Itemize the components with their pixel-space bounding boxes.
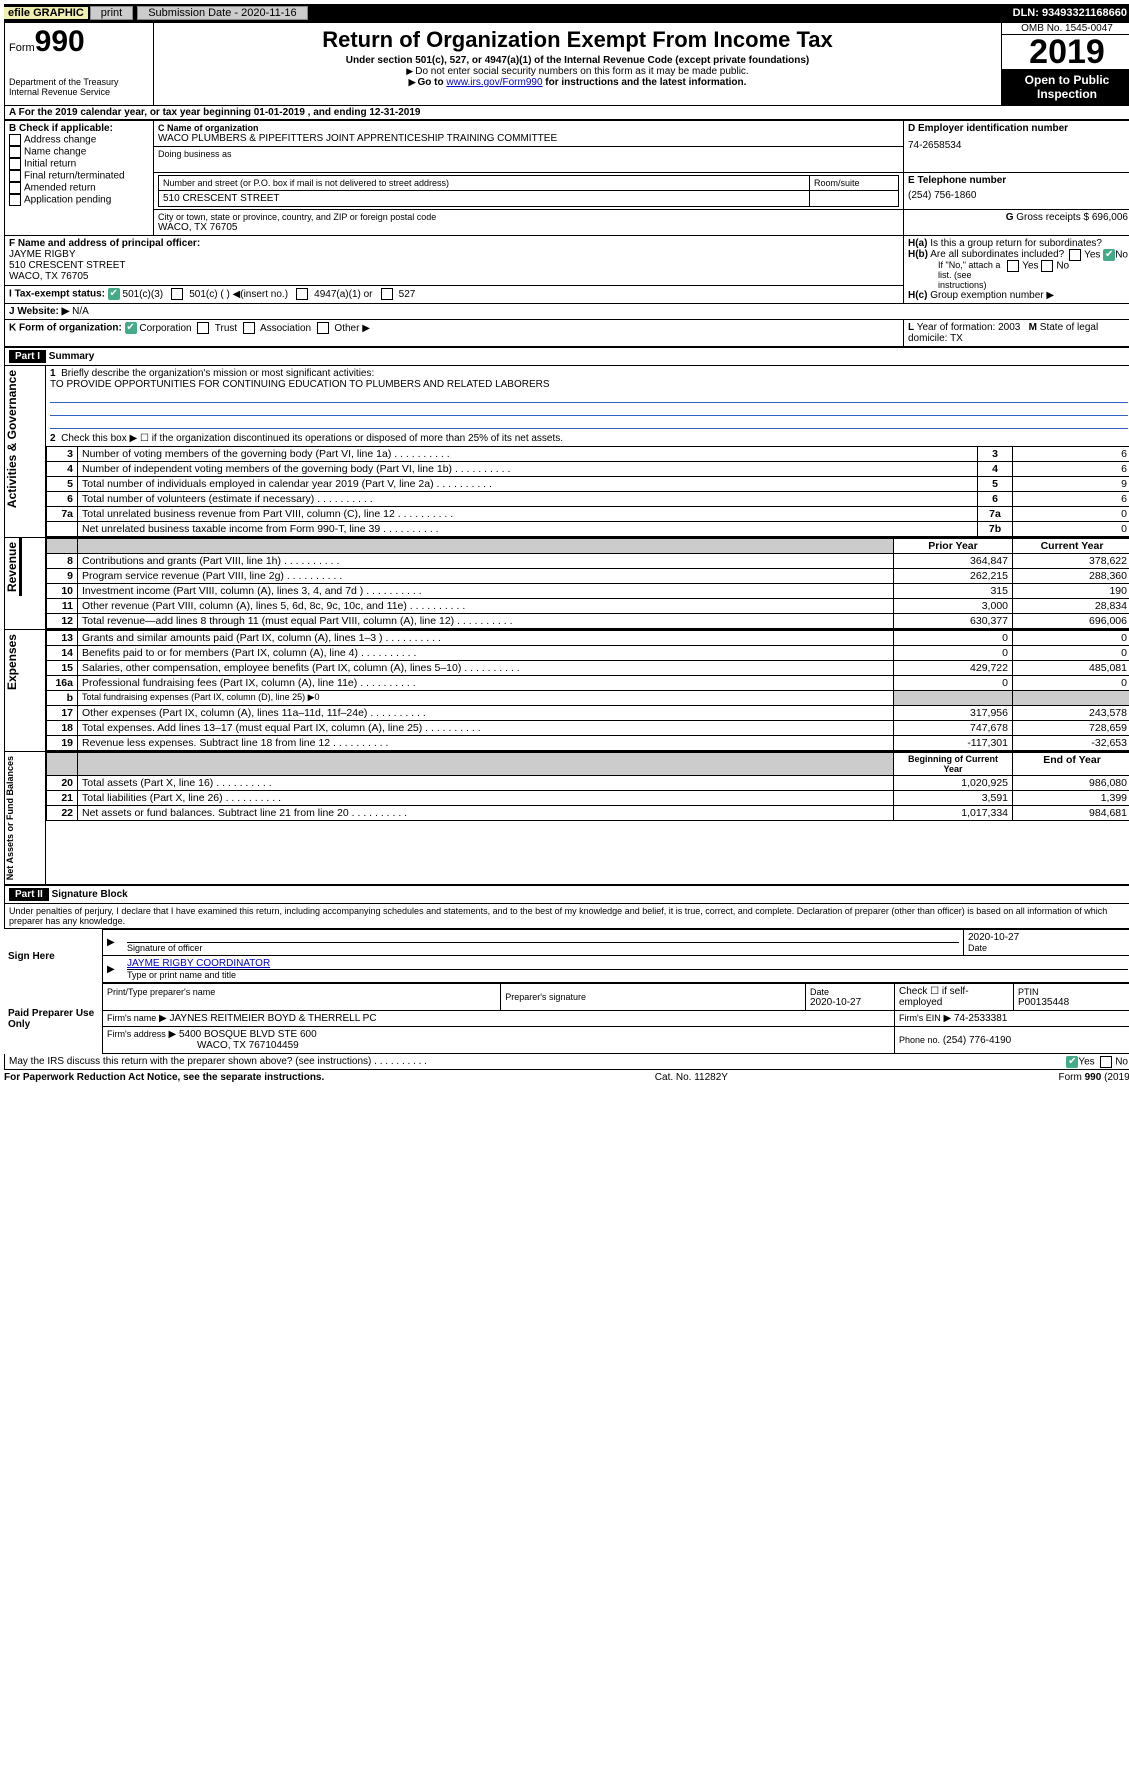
checkbox-address-change[interactable]: Address change (9, 134, 149, 146)
submission-date: Submission Date - 2020-11-16 (137, 6, 307, 20)
ein: 74-2658534 (908, 140, 1128, 151)
line-14: 14Benefits paid to or for members (Part … (47, 646, 1129, 661)
tax-status-1[interactable]: 501(c) ( ) ◀(insert no.) (171, 289, 296, 300)
checkbox-application-pending[interactable]: Application pending (9, 194, 149, 206)
line-10: 10Investment income (Part VIII, column (… (47, 584, 1129, 599)
line-a: A For the 2019 calendar year, or tax yea… (4, 106, 1129, 120)
mission: TO PROVIDE OPPORTUNITIES FOR CONTINUING … (50, 379, 1128, 390)
line-16a: 16aProfessional fundraising fees (Part I… (47, 676, 1129, 691)
line-21: 21Total liabilities (Part X, line 26)3,5… (47, 791, 1129, 806)
checkbox-name-change[interactable]: Name change (9, 146, 149, 158)
line-4: 4Number of independent voting members of… (47, 462, 1129, 477)
print-button[interactable]: print (90, 6, 133, 20)
part-i: Part I Summary Activities & Governance 1… (4, 347, 1129, 885)
website: N/A (72, 306, 89, 317)
line-5: 5Total number of individuals employed in… (47, 477, 1129, 492)
org-info-table: B Check if applicable: Address changeNam… (4, 120, 1129, 347)
part-ii: Part II Signature Block Under penalties … (4, 885, 1129, 929)
subtitle-1: Under section 501(c), 527, or 4947(a)(1)… (158, 55, 997, 66)
tax-status-0[interactable]: 501(c)(3) (108, 289, 172, 300)
form-label: Form990 (9, 25, 149, 59)
checkbox-final-return-terminated[interactable]: Final return/terminated (9, 170, 149, 182)
officer-print-name: JAYME RIGBY COORDINATOR (127, 958, 1128, 969)
line-8: 8Contributions and grants (Part VIII, li… (47, 554, 1129, 569)
footer: For Paperwork Reduction Act Notice, see … (4, 1070, 1129, 1085)
line-9: 9Program service revenue (Part VIII, lin… (47, 569, 1129, 584)
line-7b: Net unrelated business taxable income fr… (47, 522, 1129, 537)
irs-link[interactable]: www.irs.gov/Form990 (446, 77, 542, 88)
line-7a: 7aTotal unrelated business revenue from … (47, 507, 1129, 522)
line-17: 17Other expenses (Part IX, column (A), l… (47, 706, 1129, 721)
discuss-yes-check (1066, 1056, 1078, 1068)
form-title: Return of Organization Exempt From Incom… (158, 27, 997, 53)
tax-status-3[interactable]: 527 (381, 289, 424, 300)
line-22: 22Net assets or fund balances. Subtract … (47, 806, 1129, 821)
discuss-row: May the IRS discuss this return with the… (4, 1054, 1129, 1070)
top-bar: efile GRAPHIC print Submission Date - 20… (4, 4, 1129, 22)
line-12: 12Total revenue—add lines 8 through 11 (… (47, 614, 1129, 629)
dept-label: Department of the Treasury Internal Reve… (9, 77, 149, 97)
city-state-zip: WACO, TX 76705 (158, 222, 899, 233)
org-form-trust[interactable]: Trust (197, 323, 243, 334)
prep-phone: (254) 776-4190 (943, 1035, 1011, 1046)
header-table: Form990 Department of the Treasury Inter… (4, 22, 1129, 106)
dln: DLN: 93493321168660 (1013, 7, 1129, 19)
checkbox-amended-return[interactable]: Amended return (9, 182, 149, 194)
line-6: 6Total number of volunteers (estimate if… (47, 492, 1129, 507)
sig-date: 2020-10-27 (968, 932, 1128, 943)
efile-label: efile GRAPHIC (4, 7, 88, 19)
subtitle-2: Do not enter social security numbers on … (158, 66, 997, 77)
line-13: 13Grants and similar amounts paid (Part … (47, 631, 1129, 646)
open-inspection: Open to Public Inspection (1002, 69, 1129, 105)
firm-ein: 74-2533381 (954, 1013, 1007, 1024)
sign-here-table: Sign Here ▶ Signature of officer 2020-10… (4, 929, 1129, 983)
line-19: 19Revenue less expenses. Subtract line 1… (47, 736, 1129, 751)
org-form-association[interactable]: Association (243, 323, 317, 334)
ptin: P00135448 (1018, 997, 1128, 1008)
line-11: 11Other revenue (Part VIII, column (A), … (47, 599, 1129, 614)
line-15: 15Salaries, other compensation, employee… (47, 661, 1129, 676)
tax-year: 2019 (1002, 35, 1129, 69)
line-3: 3Number of voting members of the governi… (47, 447, 1129, 462)
org-form-other[interactable]: Other ▶ (317, 323, 376, 334)
officer-name: JAYME RIGBY (9, 249, 899, 260)
line-18: 18Total expenses. Add lines 13–17 (must … (47, 721, 1129, 736)
gross-receipts: 696,006 (1092, 212, 1128, 223)
subtitle-3: Go to www.irs.gov/Form990 for instructio… (158, 77, 997, 88)
ha-no-check (1103, 249, 1115, 261)
street-address: 510 CRESCENT STREET (159, 191, 810, 207)
org-name: WACO PLUMBERS & PIPEFITTERS JOINT APPREN… (158, 133, 899, 144)
phone: (254) 756-1860 (908, 190, 1128, 201)
tax-status-2[interactable]: 4947(a)(1) or (296, 289, 380, 300)
org-form-corporation[interactable]: Corporation (125, 323, 198, 334)
firm-name: JAYNES REITMEIER BOYD & THERRELL PC (169, 1013, 376, 1024)
year-formation: 2003 (998, 322, 1020, 333)
checkbox-initial-return[interactable]: Initial return (9, 158, 149, 170)
paid-preparer-table: Paid Preparer Use Only Print/Type prepar… (4, 983, 1129, 1054)
line-16b: bTotal fundraising expenses (Part IX, co… (47, 691, 1129, 706)
line-20: 20Total assets (Part X, line 16)1,020,92… (47, 776, 1129, 791)
domicile: TX (950, 333, 963, 344)
